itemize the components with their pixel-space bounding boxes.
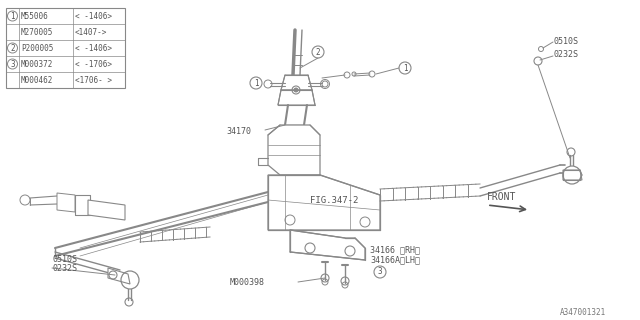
- Text: FRONT: FRONT: [487, 192, 516, 202]
- Polygon shape: [268, 175, 380, 230]
- Text: 0232S: 0232S: [52, 264, 77, 273]
- Text: 0510S: 0510S: [554, 37, 579, 46]
- Polygon shape: [268, 125, 320, 175]
- Polygon shape: [88, 200, 125, 220]
- Text: 0232S: 0232S: [554, 50, 579, 59]
- Polygon shape: [108, 268, 130, 284]
- Text: 3: 3: [378, 268, 382, 276]
- Polygon shape: [563, 170, 582, 180]
- Ellipse shape: [294, 88, 298, 92]
- Text: < -1406>: < -1406>: [75, 44, 112, 52]
- Polygon shape: [278, 90, 315, 105]
- Polygon shape: [281, 75, 312, 90]
- Text: 0510S: 0510S: [52, 255, 77, 264]
- Text: < -1406>: < -1406>: [75, 12, 112, 20]
- Polygon shape: [290, 230, 365, 260]
- Text: FIG.347-2: FIG.347-2: [310, 196, 358, 205]
- Polygon shape: [57, 193, 75, 212]
- Text: <1706- >: <1706- >: [75, 76, 112, 84]
- Text: < -1706>: < -1706>: [75, 60, 112, 68]
- Text: 1: 1: [10, 12, 15, 20]
- Text: M000372: M000372: [21, 60, 53, 68]
- Text: 2: 2: [10, 44, 15, 52]
- Text: M000398: M000398: [230, 278, 265, 287]
- Text: 1: 1: [253, 78, 259, 87]
- Bar: [6, 8, 125, 88]
- Text: 34166A〈LH〉: 34166A〈LH〉: [370, 255, 420, 264]
- Text: <1407->: <1407->: [75, 28, 108, 36]
- Text: 1: 1: [403, 63, 407, 73]
- Text: M000462: M000462: [21, 76, 53, 84]
- Text: 2: 2: [316, 47, 320, 57]
- Text: M270005: M270005: [21, 28, 53, 36]
- Text: M55006: M55006: [21, 12, 49, 20]
- Text: P200005: P200005: [21, 44, 53, 52]
- Text: 34170: 34170: [226, 127, 251, 136]
- Text: 3: 3: [10, 60, 15, 68]
- Text: A347001321: A347001321: [560, 308, 606, 317]
- Text: 34166 〈RH〉: 34166 〈RH〉: [370, 245, 420, 254]
